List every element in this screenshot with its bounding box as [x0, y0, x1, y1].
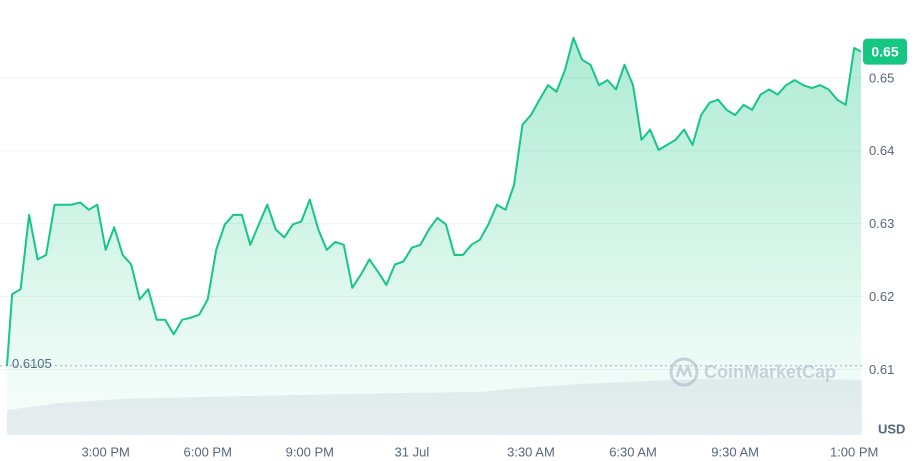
x-tick-label: 6:30 AM	[609, 444, 657, 459]
area	[7, 37, 861, 436]
x-tick-label: 6:00 PM	[184, 444, 232, 459]
x-tick-label: 3:30 AM	[507, 444, 555, 459]
plot: 0.6105	[0, 36, 862, 436]
x-tick-label: 3:00 PM	[81, 444, 129, 459]
y-tick-label: 0.63	[869, 216, 894, 231]
price-tag	[863, 38, 907, 65]
watermark-logo	[669, 357, 699, 387]
y-tick-label: 0.64	[869, 143, 894, 158]
watermark: CoinMarketCap	[669, 357, 836, 387]
currency-label: USD	[878, 421, 905, 436]
y-tick-label: 0.61	[869, 362, 894, 377]
x-tick-label: 9:30 AM	[711, 444, 759, 459]
price-tag-label: 0.65	[871, 43, 898, 59]
x-tick-label: 1:00 PM	[830, 444, 878, 459]
watermark-text: CoinMarketCap	[704, 362, 836, 382]
price-line	[6, 36, 862, 366]
watermark-logo-mark	[675, 363, 693, 378]
x-tick-label: 31 Jul	[395, 444, 430, 459]
x-tick-label: 9:00 PM	[286, 444, 334, 459]
y-tick-label: 0.65	[869, 70, 894, 85]
y-tick-label: 0.62	[869, 289, 894, 304]
